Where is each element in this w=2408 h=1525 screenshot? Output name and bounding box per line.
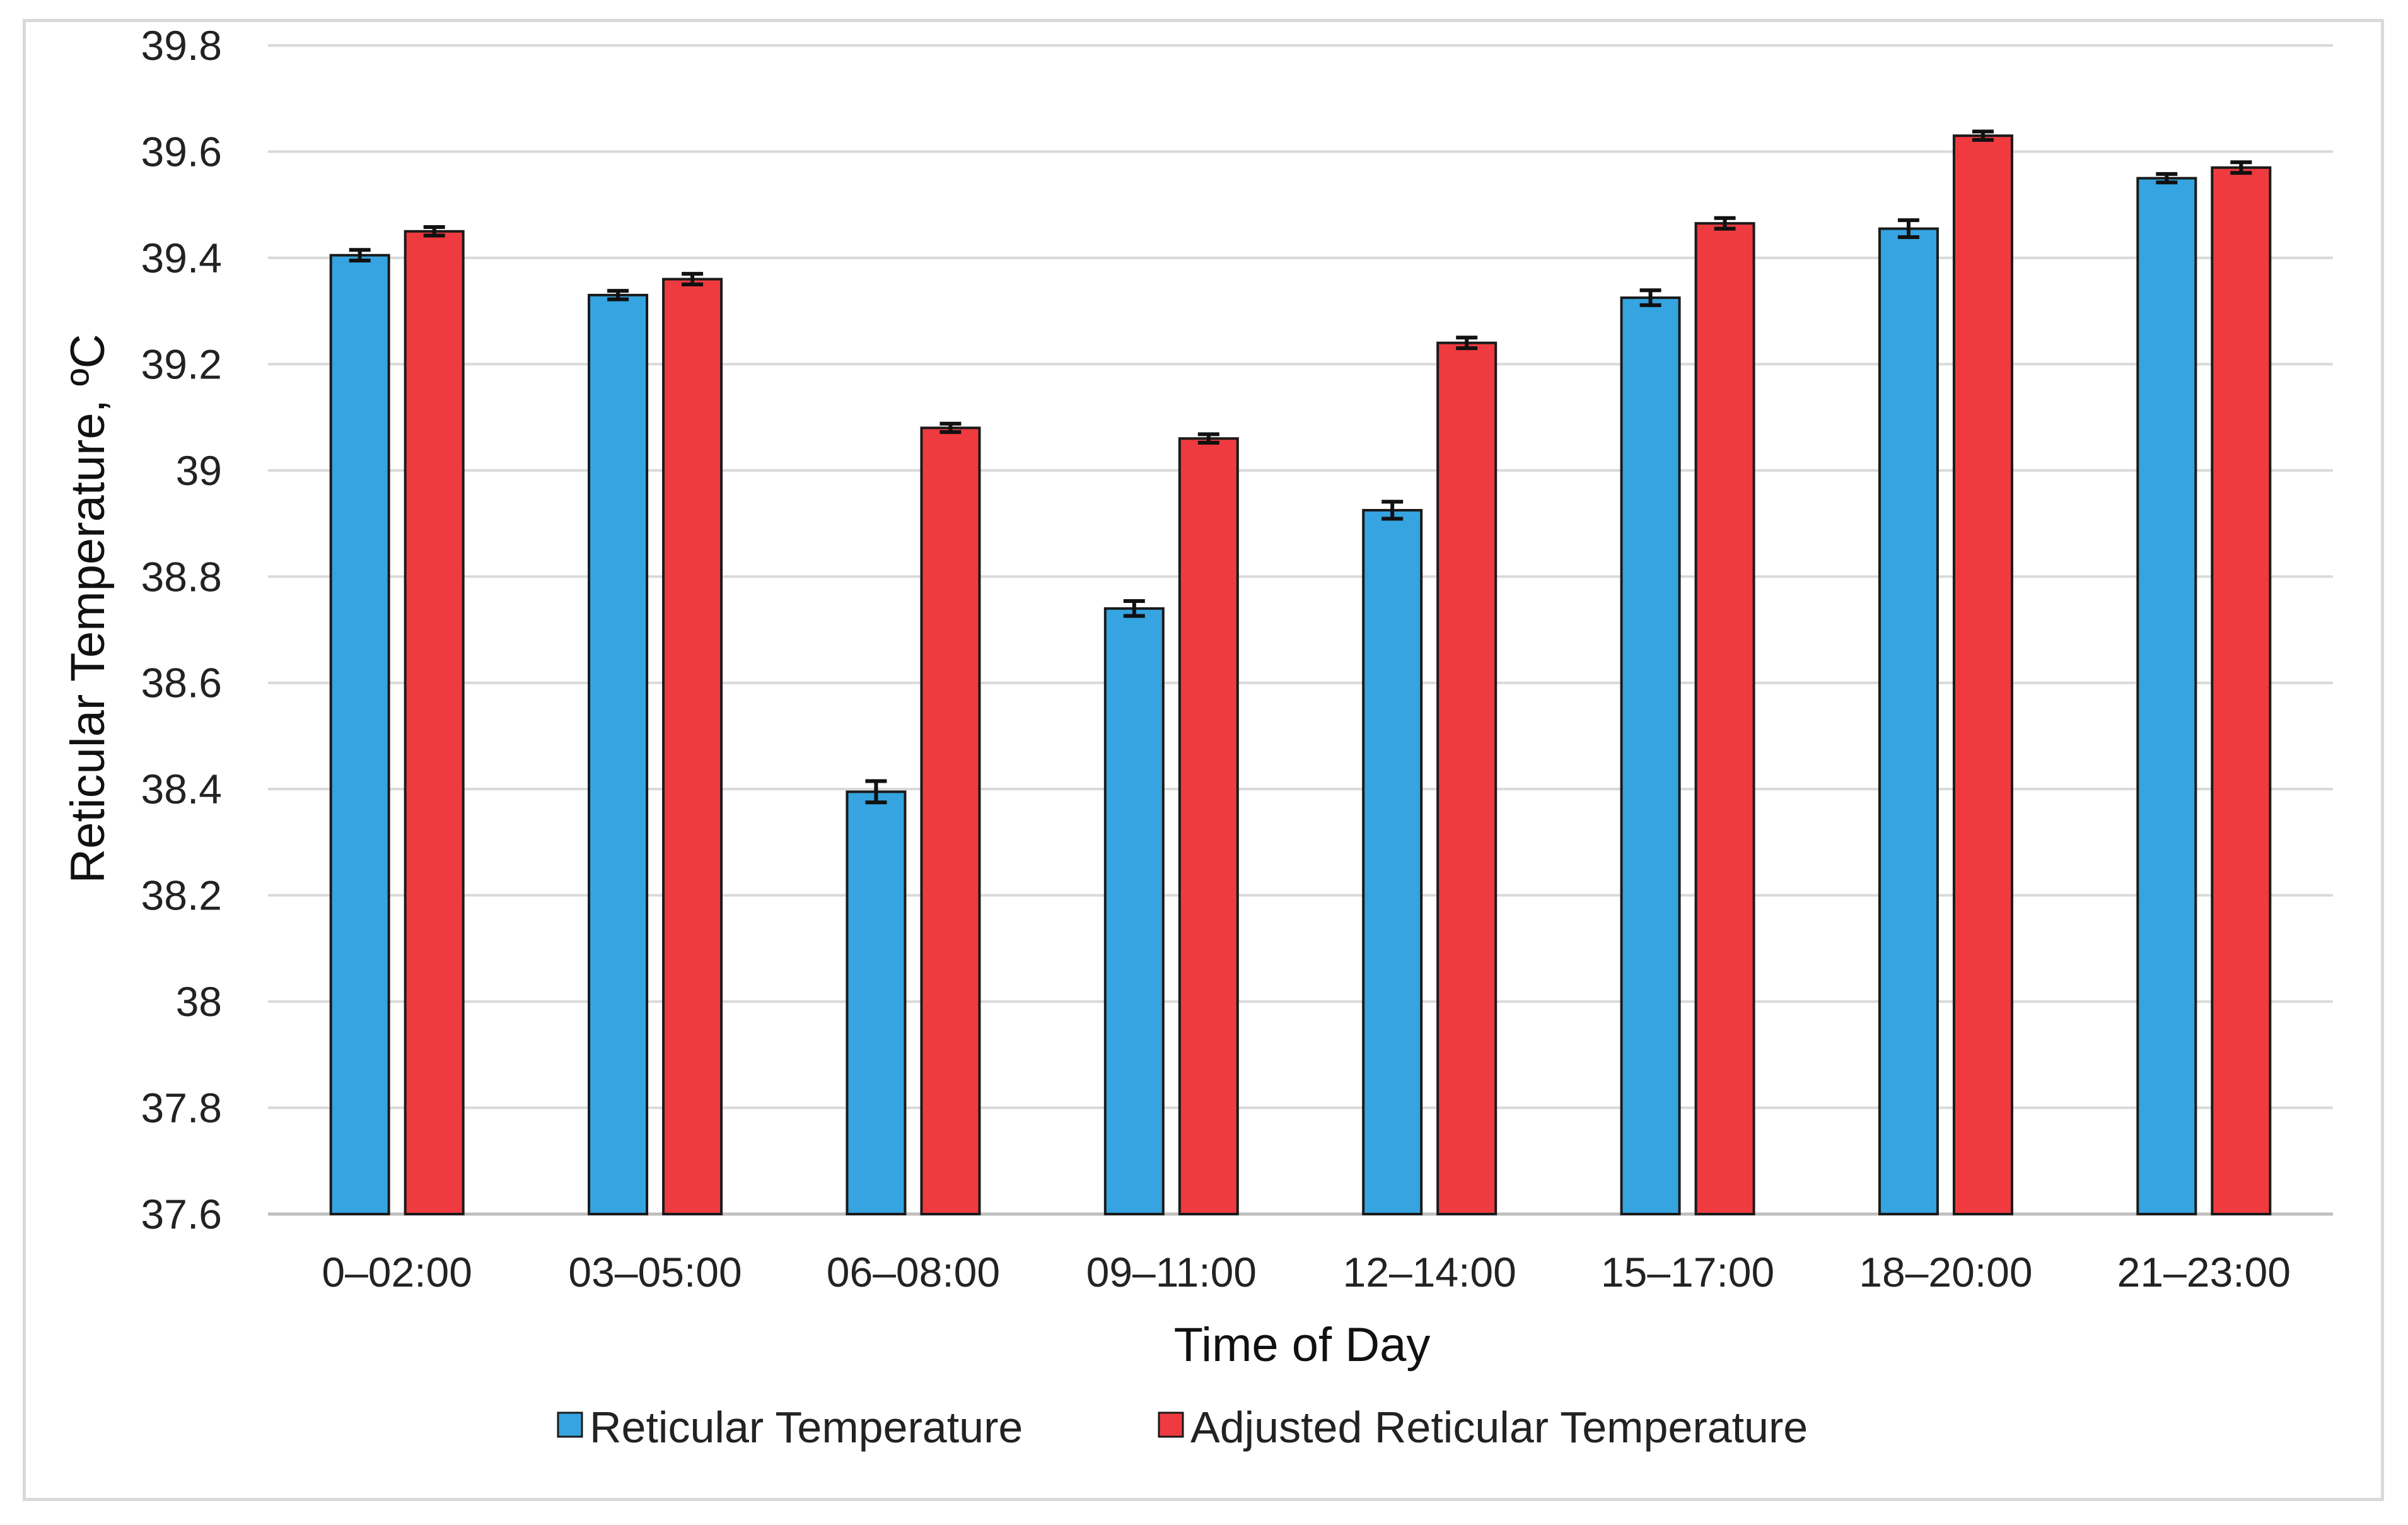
error-bar-adjusted-reticular-temperature-7 <box>2230 160 2252 175</box>
bar-adjusted-reticular-temperature-4 <box>1436 341 1498 1215</box>
error-bar-reticular-temperature-2 <box>865 779 887 805</box>
bar-reticular-temperature-6 <box>1878 227 1939 1215</box>
bar-reticular-temperature-5 <box>1620 296 1681 1215</box>
bar-adjusted-reticular-temperature-1 <box>662 278 723 1216</box>
y-tick-label: 39.8 <box>141 22 222 69</box>
error-bar-reticular-temperature-4 <box>1381 500 1404 521</box>
error-bar-adjusted-reticular-temperature-3 <box>1197 432 1219 445</box>
x-tick-label: 06–08:00 <box>827 1249 1000 1295</box>
legend-swatch-reticular-temperature <box>557 1411 583 1438</box>
y-tick-label: 38.2 <box>141 872 222 919</box>
bar-adjusted-reticular-temperature-2 <box>920 426 981 1215</box>
error-bar-adjusted-reticular-temperature-4 <box>1456 336 1478 351</box>
error-bars <box>349 129 2252 805</box>
error-bar-adjusted-reticular-temperature-5 <box>1714 216 1736 231</box>
error-bar-reticular-temperature-3 <box>1123 599 1145 618</box>
y-tick-label: 38 <box>176 978 222 1025</box>
bar-adjusted-reticular-temperature-7 <box>2211 166 2272 1215</box>
error-bar-reticular-temperature-5 <box>1639 288 1661 307</box>
error-bar-reticular-temperature-1 <box>607 289 629 301</box>
y-tick-label: 37.8 <box>141 1085 222 1131</box>
y-axis-title: Reticular Temperature, ºC <box>61 334 115 883</box>
y-tick-label: 38.6 <box>141 660 222 706</box>
x-tick-label: 09–11:00 <box>1086 1249 1257 1295</box>
gridlines <box>268 44 2333 1216</box>
y-tick-label: 37.6 <box>141 1191 222 1237</box>
y-tick-label: 39.6 <box>141 128 222 175</box>
y-tick-label: 39.4 <box>141 235 222 281</box>
y-tick-label: 39.2 <box>141 341 222 387</box>
legend-label-adjusted-reticular-temperature: Adjusted Reticular Temperature <box>1190 1403 1808 1452</box>
error-bar-adjusted-reticular-temperature-2 <box>939 421 962 435</box>
legend-label-reticular-temperature: Reticular Temperature <box>590 1403 1023 1452</box>
x-tick-label: 15–17:00 <box>1601 1249 1774 1295</box>
bars <box>329 134 2272 1216</box>
bar-adjusted-reticular-temperature-0 <box>404 230 465 1216</box>
y-tick-label: 39 <box>176 447 222 494</box>
x-tick-label: 03–05:00 <box>568 1249 742 1295</box>
bar-adjusted-reticular-temperature-6 <box>1952 134 2013 1215</box>
bar-reticular-temperature-3 <box>1103 607 1165 1215</box>
x-tick-label: 18–20:00 <box>1859 1249 2032 1295</box>
bar-reticular-temperature-2 <box>846 790 907 1215</box>
error-bar-adjusted-reticular-temperature-6 <box>1972 129 1994 142</box>
error-bar-reticular-temperature-6 <box>1897 218 1919 240</box>
x-tick-label: 0–02:00 <box>322 1249 472 1295</box>
error-bar-reticular-temperature-7 <box>2156 172 2178 185</box>
bar-adjusted-reticular-temperature-3 <box>1178 437 1239 1215</box>
error-bar-adjusted-reticular-temperature-0 <box>423 225 445 238</box>
error-bar-adjusted-reticular-temperature-1 <box>682 272 704 287</box>
bar-reticular-temperature-4 <box>1362 508 1423 1215</box>
bar-adjusted-reticular-temperature-5 <box>1694 222 1755 1215</box>
legend-swatch-adjusted-reticular-temperature <box>1158 1411 1184 1438</box>
legend: Reticular Temperature Adjusted Reticular… <box>557 1403 1808 1452</box>
x-tick-label: 12–14:00 <box>1343 1249 1516 1295</box>
y-axis-ticks: 37.6 37.8 38 38.2 38.4 38.6 38.8 39 39.2 39.4 39.6… <box>141 22 222 1237</box>
error-bar-reticular-temperature-0 <box>349 248 371 263</box>
bar-reticular-temperature-1 <box>588 293 649 1216</box>
x-axis-title: Time of Day <box>1174 1318 1431 1372</box>
y-tick-label: 38.4 <box>141 766 222 812</box>
bar-reticular-temperature-7 <box>2136 177 2197 1215</box>
x-tick-label: 21–23:00 <box>2117 1249 2291 1295</box>
y-tick-label: 38.8 <box>141 553 222 600</box>
bar-reticular-temperature-0 <box>329 254 390 1215</box>
x-axis-ticks: 0–02:00 03–05:00 06–08:00 09–11:00 12–14:00 1… <box>322 1249 2291 1295</box>
